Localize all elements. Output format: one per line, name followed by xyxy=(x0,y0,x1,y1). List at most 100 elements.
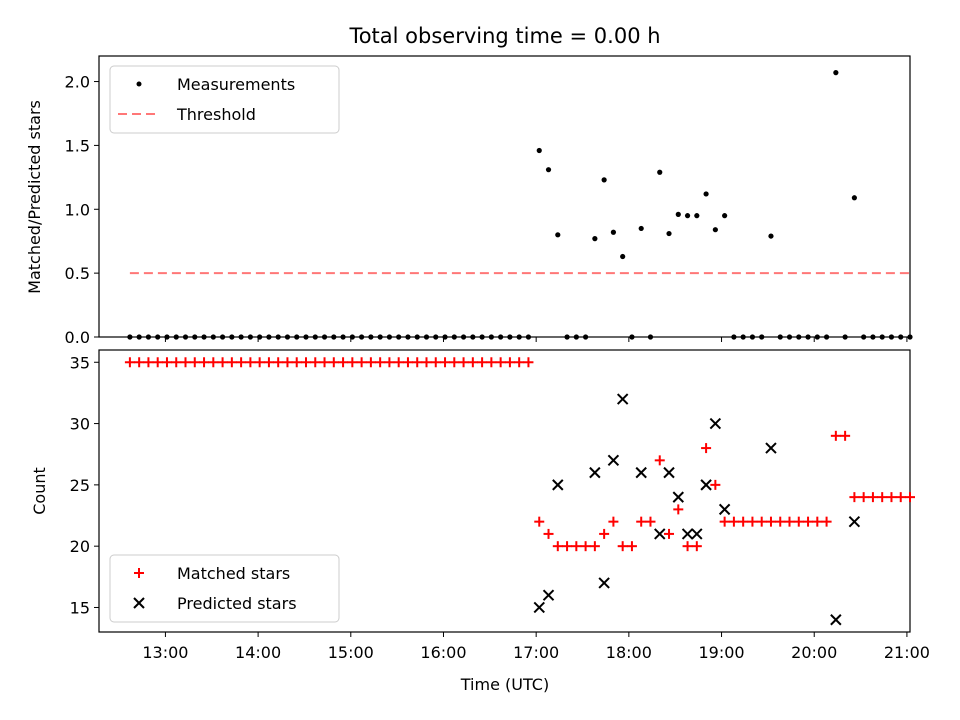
predicted-star-point xyxy=(681,528,694,540)
measurement-point xyxy=(796,334,802,340)
predicted-star-point xyxy=(830,614,842,626)
matched-star-point xyxy=(756,516,767,527)
measurement-point xyxy=(823,334,830,340)
matched-star-point xyxy=(747,516,758,527)
measurement-point xyxy=(479,334,485,340)
measurement-point xyxy=(442,334,448,340)
x-tick-label: 20:00 xyxy=(791,643,837,662)
measurement-point xyxy=(657,169,663,175)
measurement-point xyxy=(488,334,494,340)
measurement-point xyxy=(238,334,244,340)
top-y-tick-label: 1.0 xyxy=(65,200,90,219)
measurement-point xyxy=(164,334,170,340)
measurement-point xyxy=(638,225,644,232)
measurement-point xyxy=(460,334,467,340)
matched-star-point xyxy=(208,357,219,368)
measurement-point xyxy=(182,334,189,340)
matched-star-point xyxy=(300,357,311,368)
matched-star-point xyxy=(775,516,786,527)
bottom-y-tick-label: 20 xyxy=(70,537,90,556)
matched-star-point xyxy=(523,357,534,368)
matched-star-point xyxy=(830,430,841,441)
measurement-point xyxy=(303,334,309,340)
measurement-point xyxy=(898,334,904,340)
top-y-tick-label: 2.0 xyxy=(65,73,90,92)
matched-star-point xyxy=(840,430,851,441)
measurement-point xyxy=(851,195,857,201)
bottom-panel: 15 20 25 30 35 13:00 14:00 15:00 16:00 17:00 18:0… xyxy=(30,349,930,694)
matched-star-point xyxy=(310,357,321,368)
legend-matched-label: Matched stars xyxy=(177,564,290,583)
x-tick-label: 13:00 xyxy=(142,643,188,662)
measurement-point xyxy=(340,334,346,340)
legend-threshold-label: Threshold xyxy=(176,105,256,124)
measurement-point xyxy=(583,334,589,340)
matched-star-point xyxy=(282,357,293,368)
measurement-point xyxy=(155,334,161,340)
matched-star-point xyxy=(254,357,265,368)
predicted-stars-points xyxy=(533,393,861,626)
predicted-star-point xyxy=(598,577,610,589)
matched-star-point xyxy=(495,357,506,368)
measurement-point xyxy=(201,334,207,340)
measurement-point xyxy=(145,334,152,340)
matched-star-point xyxy=(626,541,637,552)
measurement-point xyxy=(592,236,598,242)
bottom-legend: Matched stars Predicted stars xyxy=(109,554,340,623)
measurement-point xyxy=(786,334,793,340)
measurement-point xyxy=(275,334,281,340)
matched-star-point xyxy=(319,357,330,368)
predicted-star-point xyxy=(589,466,601,479)
legend-matched-marker xyxy=(134,568,144,578)
bottom-y-tick-label: 15 xyxy=(70,598,90,617)
measurement-point xyxy=(601,177,607,183)
matched-star-point xyxy=(691,541,702,552)
matched-star-point xyxy=(534,516,545,527)
measurement-point xyxy=(564,334,570,340)
matched-star-point xyxy=(199,357,210,368)
matched-star-point xyxy=(719,516,730,527)
measurement-point xyxy=(777,334,783,340)
measurement-point xyxy=(525,334,532,340)
matched-star-point xyxy=(589,541,600,552)
measurement-point xyxy=(257,334,263,340)
measurement-point xyxy=(620,253,626,260)
matched-star-point xyxy=(402,357,413,368)
measurement-point xyxy=(722,213,728,219)
bottom-y-ticks: 15 20 25 30 35 xyxy=(70,353,99,617)
x-tick-label: 21:00 xyxy=(884,643,930,662)
predicted-star-point xyxy=(552,479,564,491)
matched-star-point xyxy=(821,516,832,527)
matched-star-point xyxy=(895,492,906,503)
matched-star-point xyxy=(440,357,451,368)
matched-star-point xyxy=(608,516,619,527)
matched-star-point xyxy=(430,357,441,368)
matched-star-point xyxy=(171,357,182,368)
measurement-point xyxy=(368,334,374,340)
bottom-y-axis-label: Count xyxy=(30,467,49,515)
matched-star-point xyxy=(682,541,693,552)
predicted-star-point xyxy=(709,417,722,430)
matched-star-point xyxy=(291,357,302,368)
matched-star-point xyxy=(738,516,749,527)
matched-star-point xyxy=(617,541,628,552)
measurement-point xyxy=(423,334,430,340)
measurement-point xyxy=(731,334,737,340)
matched-star-point xyxy=(580,541,591,552)
measurement-point xyxy=(555,232,561,238)
matched-star-point xyxy=(710,479,721,490)
predicted-star-point xyxy=(616,393,629,405)
measurement-point xyxy=(712,227,718,233)
bottom-legend-box xyxy=(109,554,340,623)
measurement-point xyxy=(470,334,476,340)
predicted-star-point xyxy=(765,442,777,454)
legend-measurements-marker xyxy=(136,81,142,87)
predicted-star-point xyxy=(700,479,712,491)
x-tick-label: 17:00 xyxy=(513,643,559,662)
predicted-star-point xyxy=(672,491,684,503)
measurement-point xyxy=(694,213,700,219)
predicted-star-point xyxy=(654,528,666,540)
matched-star-point xyxy=(365,357,376,368)
predicted-star-point xyxy=(848,515,861,528)
measurement-point xyxy=(629,334,635,340)
